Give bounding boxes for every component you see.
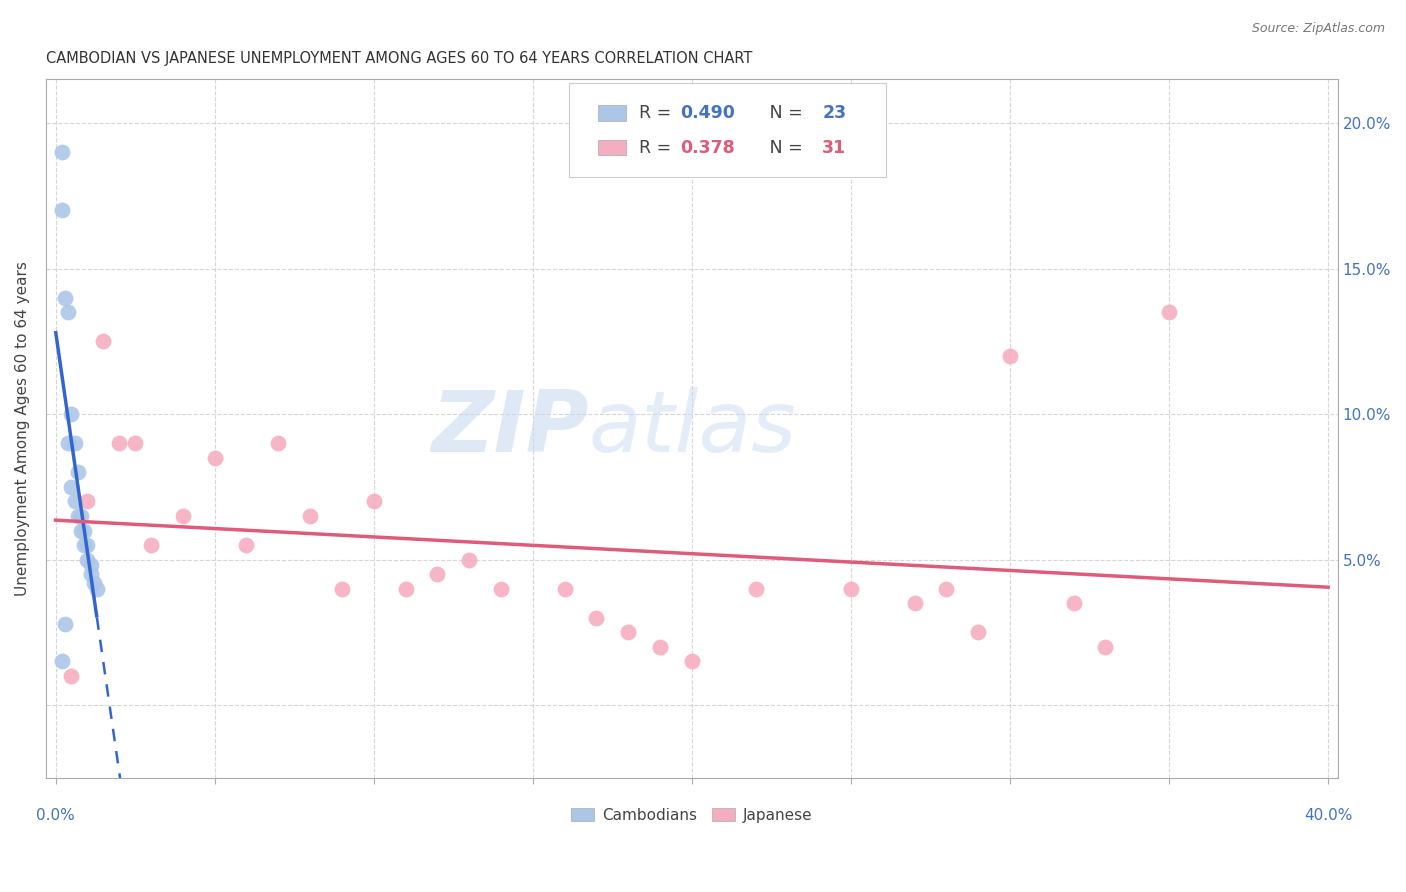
Text: 31: 31 (823, 139, 846, 157)
Point (172, 508, 194, 523)
Point (124, 436, 146, 450)
Point (60, 480, 83, 494)
Text: atlas: atlas (589, 387, 797, 470)
Point (76, 538, 98, 552)
Point (73, 524, 96, 538)
Point (60, 669, 83, 683)
Point (58, 305, 80, 319)
Point (108, 436, 131, 450)
Point (967, 625, 990, 640)
Point (70, 524, 93, 538)
Point (1159, 305, 1181, 319)
Text: CAMBODIAN VS JAPANESE UNEMPLOYMENT AMONG AGES 60 TO 64 YEARS CORRELATION CHART: CAMBODIAN VS JAPANESE UNEMPLOYMENT AMONG… (46, 51, 752, 66)
FancyBboxPatch shape (598, 105, 626, 120)
Point (79, 567, 101, 582)
Point (204, 450, 226, 465)
Point (617, 625, 640, 640)
Point (1063, 596, 1085, 610)
Point (51, 655, 73, 669)
Point (330, 582, 353, 596)
Point (66, 465, 89, 479)
Point (70, 508, 93, 523)
Point (58, 436, 80, 450)
Y-axis label: Unemployment Among Ages 60 to 64 years: Unemployment Among Ages 60 to 64 years (15, 261, 30, 596)
Point (489, 582, 512, 596)
Point (585, 611, 607, 625)
Legend: Cambodians, Japanese: Cambodians, Japanese (571, 807, 813, 822)
Text: ZIP: ZIP (430, 387, 589, 470)
Point (394, 582, 416, 596)
Point (83, 575, 105, 590)
Point (744, 582, 766, 596)
Text: R =: R = (638, 103, 676, 122)
Point (60, 407, 83, 421)
Point (73, 538, 96, 552)
FancyBboxPatch shape (569, 83, 886, 178)
Point (426, 567, 449, 582)
Point (235, 538, 257, 552)
Point (76, 494, 98, 508)
Text: 0.378: 0.378 (681, 139, 735, 157)
FancyBboxPatch shape (598, 140, 626, 155)
Point (458, 552, 481, 566)
Point (79, 558, 101, 573)
Text: 23: 23 (823, 103, 846, 122)
Point (267, 436, 290, 450)
Point (998, 349, 1021, 363)
Point (839, 582, 862, 596)
Point (91, 334, 114, 349)
Point (363, 494, 385, 508)
Point (1094, 640, 1116, 654)
Point (648, 640, 671, 654)
Text: Source: ZipAtlas.com: Source: ZipAtlas.com (1251, 22, 1385, 36)
Point (63, 436, 86, 450)
Point (51, 203, 73, 218)
Text: R =: R = (638, 139, 676, 157)
Text: 0.0%: 0.0% (37, 808, 75, 823)
Text: 0.490: 0.490 (681, 103, 735, 122)
Point (53, 291, 76, 305)
Point (51, 145, 73, 160)
Point (76, 552, 98, 566)
Point (139, 538, 162, 552)
Text: N =: N = (752, 139, 808, 157)
Point (53, 616, 76, 631)
Point (903, 596, 925, 610)
Point (681, 655, 703, 669)
Point (63, 494, 86, 508)
Point (66, 508, 89, 523)
Point (935, 582, 957, 596)
Point (554, 582, 576, 596)
Point (86, 582, 108, 596)
Text: 40.0%: 40.0% (1303, 808, 1353, 823)
Text: N =: N = (752, 103, 808, 122)
Point (299, 508, 322, 523)
